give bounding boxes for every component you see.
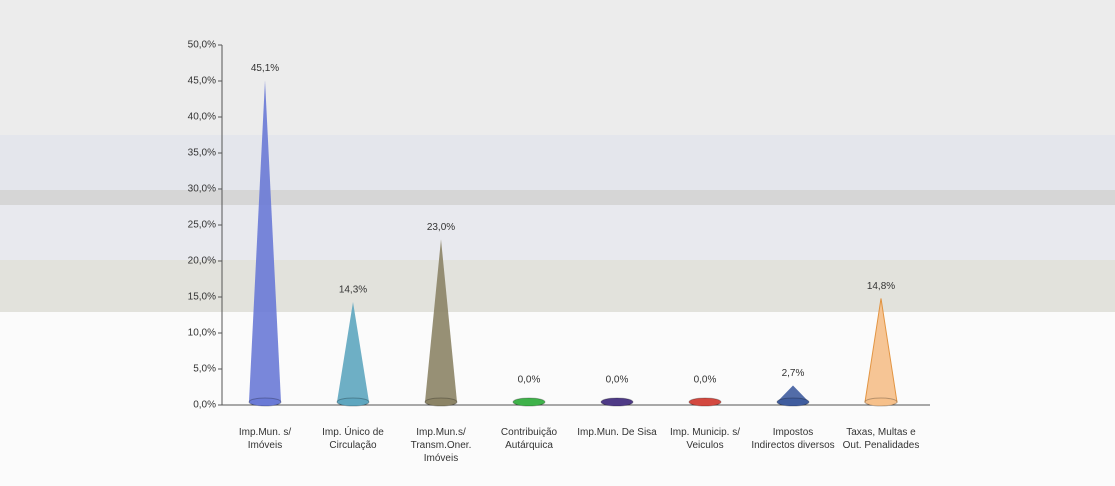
x-tick-label: Impostos Indirectos diversos [751,427,835,451]
value-label: 2,7% [782,368,805,379]
y-tick-label: 45,0% [188,76,216,87]
cone-base [512,397,546,407]
y-tick-label: 5,0% [193,364,216,375]
x-tick-label: Imp. Único de Circulação [322,427,384,451]
band [0,0,1115,135]
cone [249,80,281,402]
band [0,190,1115,205]
value-label: 14,8% [867,281,895,292]
cone-base [336,397,370,407]
cone-base [688,397,722,407]
y-tick-label: 0,0% [193,400,216,411]
y-tick-label: 25,0% [188,220,216,231]
cone-base [248,397,282,407]
x-tick-label: Imp.Mun. De Sisa [577,427,657,438]
band [0,135,1115,190]
band [0,312,1115,486]
band [0,205,1115,260]
y-tick-label: 10,0% [188,328,216,339]
cone [425,239,457,402]
cone [777,385,809,402]
cone-base [424,397,458,407]
x-tick-label: Contribuição Autárquica [500,427,558,451]
value-label: 45,1% [251,63,279,74]
y-tick-label: 20,0% [188,256,216,267]
value-label: 0,0% [518,375,541,386]
cone-base [776,397,810,407]
value-label: 23,0% [427,222,455,233]
x-tick-label: Imp. Municip. s/ Veiculos [669,427,741,451]
cone-base [600,397,634,407]
y-tick-label: 15,0% [188,292,216,303]
y-tick-label: 30,0% [188,184,216,195]
x-tick-label: Imp.Mun.s/ Transm.Oner. Imóveis [410,427,472,464]
value-label: 0,0% [694,375,717,386]
x-tick-label: Imp.Mun. s/ Imóveis [238,427,292,451]
cone-base [864,397,898,407]
cone [337,302,369,402]
y-tick-label: 40,0% [188,112,216,123]
y-tick-label: 35,0% [188,148,216,159]
y-tick-label: 50,0% [188,40,216,51]
band [0,260,1115,312]
value-label: 14,3% [339,285,367,296]
value-label: 0,0% [606,375,629,386]
x-tick-label: Taxas, Multas e Out. Penalidades [842,427,920,451]
